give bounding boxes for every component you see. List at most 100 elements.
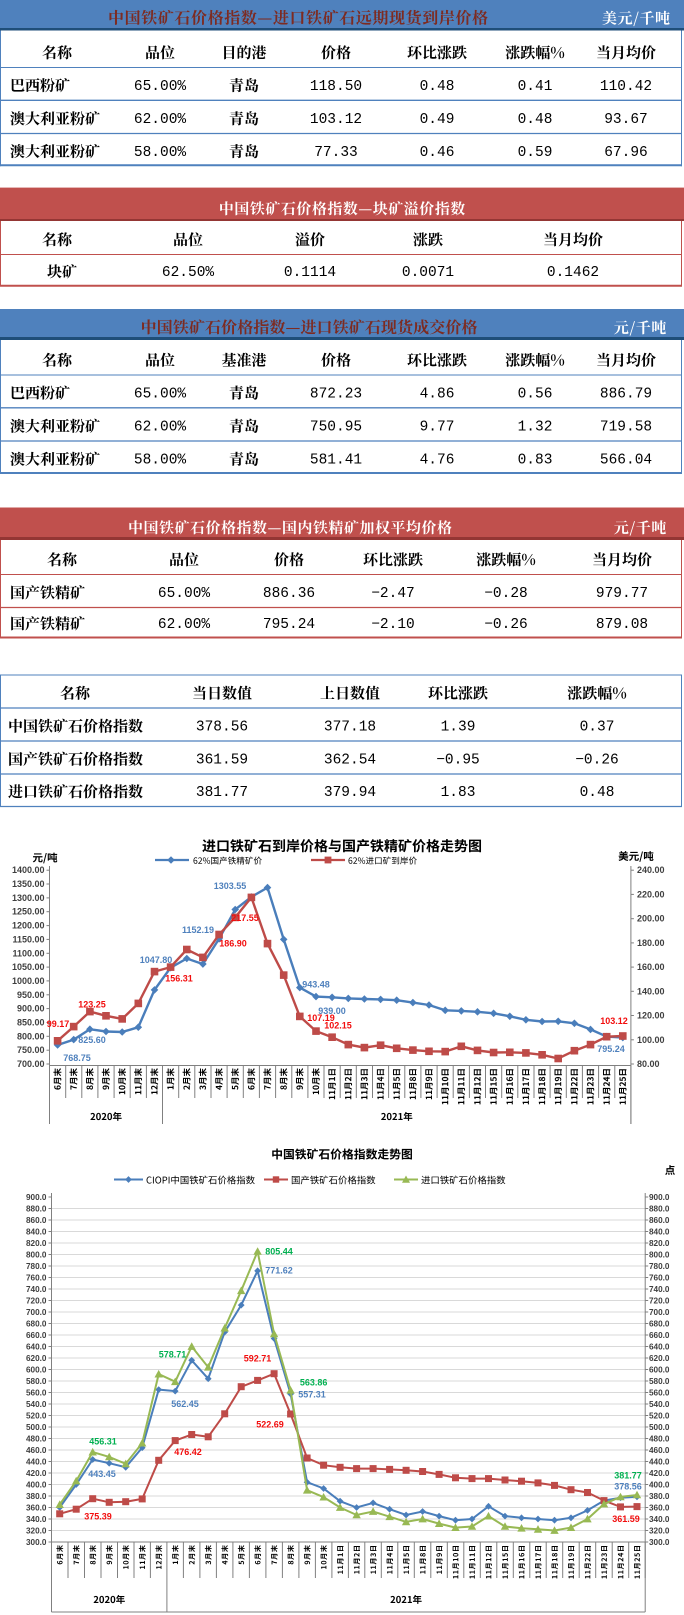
svg-text:680.0: 680.0 (649, 1320, 670, 1329)
svg-text:750.95: 750.95 (310, 420, 362, 436)
svg-text:660.0: 660.0 (649, 1331, 670, 1340)
svg-text:186.90: 186.90 (219, 939, 247, 949)
svg-text:700.00: 700.00 (17, 1059, 45, 1069)
svg-text:900.0: 900.0 (26, 1193, 47, 1202)
svg-text:−2.47: −2.47 (371, 586, 415, 602)
svg-text:1250.00: 1250.00 (12, 907, 45, 917)
svg-text:360.0: 360.0 (26, 1504, 47, 1513)
svg-text:0.48: 0.48 (420, 79, 455, 95)
svg-text:720.0: 720.0 (26, 1297, 47, 1306)
svg-text:−0.26: −0.26 (575, 753, 619, 769)
svg-text:1400.00: 1400.00 (12, 865, 45, 875)
svg-text:880.0: 880.0 (26, 1205, 47, 1214)
svg-text:760.0: 760.0 (26, 1274, 47, 1283)
svg-text:600.0: 600.0 (649, 1366, 670, 1375)
svg-text:1303.55: 1303.55 (214, 881, 247, 891)
svg-text:156.31: 156.31 (165, 974, 193, 984)
svg-text:460.0: 460.0 (649, 1446, 670, 1455)
svg-text:160.00: 160.00 (637, 962, 665, 972)
svg-text:480.0: 480.0 (26, 1435, 47, 1444)
svg-text:62.00%: 62.00% (134, 420, 187, 436)
svg-text:0.46: 0.46 (420, 145, 455, 161)
svg-text:979.77: 979.77 (596, 586, 648, 602)
svg-text:65.00%: 65.00% (158, 586, 211, 602)
svg-text:900.0: 900.0 (649, 1193, 670, 1202)
svg-text:1.39: 1.39 (441, 720, 476, 736)
svg-text:780.0: 780.0 (26, 1262, 47, 1271)
svg-text:340.0: 340.0 (649, 1515, 670, 1524)
svg-text:1050.00: 1050.00 (12, 962, 45, 972)
svg-text:1000.00: 1000.00 (12, 976, 45, 986)
svg-text:750.00: 750.00 (17, 1045, 45, 1055)
svg-text:880.0: 880.0 (649, 1205, 670, 1214)
svg-text:378.56: 378.56 (196, 720, 248, 736)
svg-text:379.94: 379.94 (324, 785, 376, 801)
svg-text:562.45: 562.45 (171, 1399, 199, 1409)
svg-text:840.0: 840.0 (26, 1228, 47, 1237)
svg-text:400.0: 400.0 (649, 1481, 670, 1490)
svg-text:420.0: 420.0 (649, 1469, 670, 1478)
svg-text:800.0: 800.0 (26, 1251, 47, 1260)
svg-text:860.0: 860.0 (649, 1216, 670, 1225)
svg-text:578.71: 578.71 (159, 1350, 187, 1360)
svg-text:381.77: 381.77 (196, 785, 248, 801)
svg-text:58.00%: 58.00% (134, 145, 187, 161)
svg-text:443.45: 443.45 (88, 1469, 116, 1479)
svg-text:520.0: 520.0 (26, 1412, 47, 1421)
svg-text:825.60: 825.60 (78, 1035, 106, 1045)
svg-text:180.00: 180.00 (637, 938, 665, 948)
svg-text:1.83: 1.83 (441, 785, 476, 801)
svg-text:860.0: 860.0 (26, 1216, 47, 1225)
svg-text:886.36: 886.36 (263, 586, 315, 602)
svg-text:700.0: 700.0 (649, 1308, 670, 1317)
svg-text:380.0: 380.0 (649, 1492, 670, 1501)
svg-text:123.25: 123.25 (78, 1000, 106, 1010)
svg-text:300.0: 300.0 (26, 1538, 47, 1547)
svg-text:−0.95: −0.95 (436, 753, 480, 769)
svg-text:65.00%: 65.00% (134, 79, 187, 95)
svg-text:600.0: 600.0 (26, 1366, 47, 1375)
svg-text:381.77: 381.77 (614, 1471, 642, 1481)
svg-text:740.0: 740.0 (26, 1285, 47, 1294)
svg-text:440.0: 440.0 (649, 1458, 670, 1467)
svg-text:840.0: 840.0 (649, 1228, 670, 1237)
svg-text:1100.00: 1100.00 (12, 948, 44, 958)
svg-text:900.00: 900.00 (17, 1004, 45, 1014)
svg-text:0.48: 0.48 (580, 785, 615, 801)
svg-text:320.0: 320.0 (26, 1527, 47, 1536)
svg-text:1.32: 1.32 (518, 420, 553, 436)
svg-text:110.42: 110.42 (600, 79, 652, 95)
svg-text:620.0: 620.0 (649, 1354, 670, 1363)
svg-text:1300.00: 1300.00 (12, 893, 45, 903)
svg-text:−0.28: −0.28 (484, 586, 528, 602)
svg-text:4.86: 4.86 (420, 386, 455, 402)
svg-text:0.83: 0.83 (518, 453, 553, 469)
svg-text:943.48: 943.48 (302, 980, 330, 990)
svg-text:362.54: 362.54 (324, 753, 376, 769)
svg-text:320.0: 320.0 (649, 1527, 670, 1536)
svg-text:522.69: 522.69 (256, 1420, 284, 1430)
svg-text:220.00: 220.00 (637, 889, 665, 899)
svg-text:−2.10: −2.10 (371, 617, 415, 633)
svg-text:217.55: 217.55 (231, 913, 259, 923)
svg-text:0.41: 0.41 (518, 79, 553, 95)
svg-text:700.0: 700.0 (26, 1308, 47, 1317)
svg-text:620.0: 620.0 (26, 1354, 47, 1363)
svg-text:879.08: 879.08 (596, 617, 648, 633)
svg-text:950.00: 950.00 (17, 990, 45, 1000)
svg-text:375.39: 375.39 (84, 1512, 112, 1522)
svg-text:456.31: 456.31 (89, 1437, 117, 1447)
svg-text:0.48: 0.48 (518, 112, 553, 128)
svg-text:420.0: 420.0 (26, 1469, 47, 1478)
svg-text:850.00: 850.00 (17, 1018, 45, 1028)
svg-text:378.56: 378.56 (614, 1482, 642, 1492)
svg-text:500.0: 500.0 (649, 1423, 670, 1432)
svg-text:361.59: 361.59 (612, 1514, 640, 1524)
svg-text:886.79: 886.79 (600, 386, 652, 402)
svg-text:460.0: 460.0 (26, 1446, 47, 1455)
svg-text:62.00%: 62.00% (158, 617, 211, 633)
svg-text:65.00%: 65.00% (134, 386, 187, 402)
svg-text:580.0: 580.0 (26, 1377, 47, 1386)
svg-text:361.59: 361.59 (196, 753, 248, 769)
svg-text:80.00: 80.00 (637, 1059, 660, 1069)
